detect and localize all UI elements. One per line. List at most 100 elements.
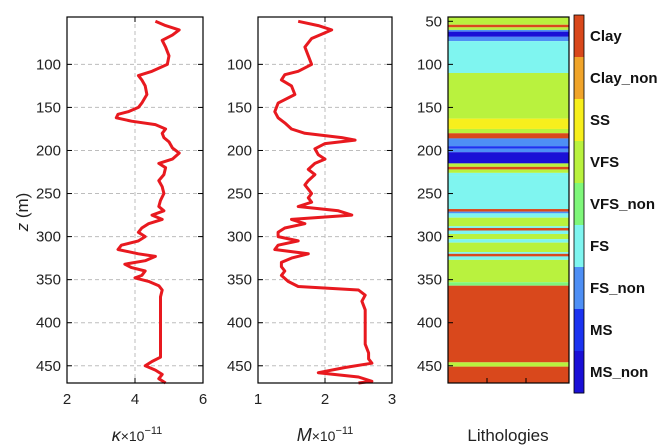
lithology-band [448, 211, 569, 214]
colorbar-segment [574, 15, 584, 58]
colorbar-frame [573, 14, 585, 394]
y-tick-label: 350 [417, 272, 442, 289]
y-tick-label: 250 [227, 186, 252, 203]
lithology-band [448, 72, 569, 119]
y-tick-label: 100 [417, 56, 442, 73]
colorbar-label: Clay_non [590, 70, 658, 87]
lithology-band [448, 138, 569, 147]
lithology-band [448, 362, 569, 367]
lithology-band [448, 24, 569, 28]
lithology-band [448, 213, 569, 218]
colorbar-segment [574, 141, 584, 184]
x-tick-label: 3 [388, 391, 396, 408]
lithology-band [448, 217, 569, 227]
lithology-band [448, 242, 569, 253]
profile-curve [273, 19, 374, 385]
lithology-band [448, 29, 569, 32]
colorbar-segment [574, 225, 584, 268]
lithology-band [448, 230, 569, 235]
colorbar-label: VFS_non [590, 196, 655, 213]
profile-curve [114, 19, 181, 385]
lithology-band [448, 27, 569, 30]
y-tick-label: 450 [227, 358, 252, 375]
lithology-band [448, 152, 569, 164]
x-tick-label: 4 [131, 391, 139, 408]
y-tick-label: 300 [227, 229, 252, 246]
colorbar-label: VFS [590, 154, 619, 171]
y-tick-label: 200 [227, 142, 252, 159]
axis-labels: z (m) κ×10−11 M×10−11 Lithologies [13, 193, 549, 445]
lithology-band [448, 128, 569, 134]
colorbar-label: FS_non [590, 280, 645, 297]
colorbar-label: FS [590, 238, 609, 255]
y-tick-label: 150 [36, 99, 61, 116]
lithology-band [448, 285, 569, 363]
colorbar-segment [574, 57, 584, 100]
y-axis-label: z (m) [13, 193, 32, 233]
y-tick-label: 450 [417, 358, 442, 375]
y-tick-label: 400 [36, 315, 61, 332]
y-tick-label: 50 [425, 13, 442, 30]
colorbar-label: MS_non [590, 364, 648, 381]
y-tick-label: 350 [227, 272, 252, 289]
lithology-band [448, 118, 569, 129]
lithology-band [448, 253, 569, 257]
lithology-band [448, 169, 569, 173]
lithology-band [448, 209, 569, 212]
colorbar-segment [574, 351, 584, 394]
colorbar-segment [574, 183, 584, 226]
colorbar-label: Clay [590, 28, 622, 45]
y-tick-label: 150 [417, 99, 442, 116]
lithology-band [448, 259, 569, 283]
y-tick-label: 450 [36, 358, 61, 375]
lithology-band [448, 41, 569, 73]
y-tick-label: 400 [227, 315, 252, 332]
m-x-label: M×10−11 [297, 425, 354, 445]
y-tick-label: 300 [417, 229, 442, 246]
plot-frame [447, 16, 570, 384]
lithology-band [448, 31, 569, 37]
lithology-band [448, 234, 569, 240]
y-tick-label: 300 [36, 229, 61, 246]
y-tick-label: 250 [417, 186, 442, 203]
colorbar-segment [574, 267, 584, 310]
y-tick-label: 400 [417, 315, 442, 332]
colorbar-label: SS [590, 112, 610, 129]
lithology-band [448, 166, 569, 170]
x-tick-label: 6 [199, 391, 207, 408]
x-tick-label: 1 [254, 391, 262, 408]
y-tick-label: 250 [36, 186, 61, 203]
x-tick-label: 2 [63, 391, 71, 408]
lithology-band [448, 256, 569, 260]
lithology-band [448, 133, 569, 139]
y-tick-label: 100 [36, 56, 61, 73]
colorbar-label: MS [590, 322, 613, 339]
lithology-band [448, 17, 569, 25]
y-tick-label: 100 [227, 56, 252, 73]
lithology-band [448, 172, 569, 176]
y-tick-label: 200 [417, 142, 442, 159]
y-tick-label: 200 [36, 142, 61, 159]
lithology-band [448, 36, 569, 42]
lithology-band [448, 226, 569, 228]
lithology-band [448, 252, 569, 254]
lithology-band [448, 366, 569, 383]
lithology-colorbar: Clay Clay_non SS VFS VFS_non FS FS_non MS MS_non [573, 14, 658, 394]
lithology-band [448, 163, 569, 167]
y-tick-label: 150 [227, 99, 252, 116]
x-tick-label: 2 [321, 391, 329, 408]
lithology-band [448, 175, 569, 210]
lithology-band [448, 148, 569, 153]
lithology-band [448, 227, 569, 231]
lithology-x-label: Lithologies [467, 426, 548, 445]
lithology-panel: 50 100 150 200 250 300 350 400 450 [417, 13, 570, 384]
lithology-band [448, 282, 569, 286]
y-tick-label: 350 [36, 272, 61, 289]
lithology-band [448, 146, 569, 149]
lithology-band [448, 239, 569, 243]
colorbar-segment [574, 99, 584, 142]
kappa-x-label: κ×10−11 [112, 425, 163, 445]
